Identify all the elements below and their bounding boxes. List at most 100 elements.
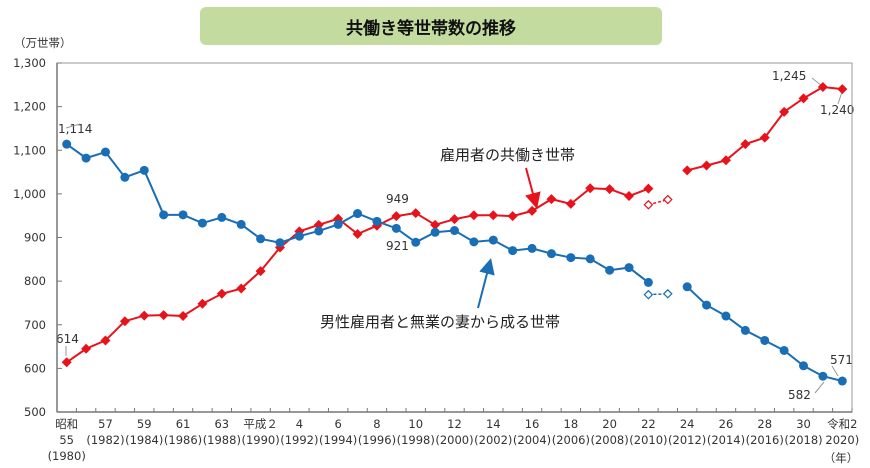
x-tick-era: 昭和 [55, 417, 78, 431]
x-tick-label: 30 [796, 417, 811, 431]
data-point-single-income [120, 172, 130, 182]
leader-line [814, 381, 825, 394]
data-point-dual-income [61, 357, 72, 368]
data-point-dual-income [449, 214, 460, 225]
x-tick-label: 18 [564, 417, 579, 431]
annotation-arrow-single-income [477, 258, 495, 309]
annotation-arrow-dual-income [525, 167, 541, 209]
series-label-single-income: 男性雇用者と無業の妻から成る世帯 [320, 313, 560, 331]
data-label-red-1980: 614 [56, 332, 79, 346]
data-point-single-income [353, 209, 363, 219]
data-point-single-income [236, 219, 246, 229]
data-point-dual-income [527, 205, 538, 216]
x-tick-year: (1992) [280, 433, 318, 447]
x-tick-label: 平成２ [243, 417, 278, 431]
data-point-dual-income [546, 194, 557, 205]
data-point-dual-income [468, 210, 479, 221]
chart-title: 共働き等世帯数の推移 [200, 7, 662, 45]
data-point-single-income [740, 325, 750, 335]
data-point-single-income [605, 265, 615, 275]
data-point-dual-income [604, 184, 615, 195]
data-point-single-income [546, 249, 556, 259]
data-point-single-income [779, 345, 789, 355]
data-point-dual-income [488, 210, 499, 221]
y-tick-label: 1,100 [13, 143, 46, 157]
leader-line [65, 123, 81, 129]
x-tick-year: (2000) [435, 433, 473, 447]
data-point-dual-income [197, 298, 208, 309]
data-label-blue-2020: 571 [830, 353, 853, 367]
data-point-single-income [275, 238, 285, 248]
data-point-single-income [197, 218, 207, 228]
data-point-dual-income [352, 229, 363, 240]
hollow-point-single-income [643, 289, 654, 300]
leader-line [837, 91, 843, 105]
y-tick-label: 600 [24, 361, 46, 375]
x-tick-label: 22 [641, 417, 656, 431]
data-point-dual-income [585, 183, 596, 194]
data-point-single-income [178, 210, 188, 220]
x-tick-label: 57 [98, 417, 113, 431]
x-tick-label: 14 [486, 417, 501, 431]
data-point-dual-income [81, 343, 92, 354]
y-tick-label: 1,200 [13, 100, 46, 114]
data-point-dual-income [391, 211, 402, 222]
data-point-dual-income [216, 288, 227, 299]
leader-line [831, 365, 839, 377]
data-point-single-income [450, 226, 459, 236]
x-tick-year: (2014) [707, 433, 745, 447]
data-point-single-income [333, 219, 343, 229]
data-point-dual-income [255, 266, 266, 277]
data-point-dual-income [236, 283, 247, 294]
data-point-dual-income [119, 316, 130, 327]
x-tick-year: (2016) [746, 433, 784, 447]
y-tick-label: 900 [24, 231, 46, 245]
data-point-single-income [469, 237, 479, 247]
data-point-dual-income [139, 310, 150, 321]
x-tick-label: 55 [59, 433, 74, 447]
x-tick-year: (2004) [513, 433, 551, 447]
x-tick-year: (2006) [552, 433, 590, 447]
data-point-dual-income [817, 81, 828, 92]
data-point-single-income [818, 371, 828, 381]
data-point-single-income [159, 210, 169, 220]
data-label-red-1997: 949 [386, 192, 409, 206]
data-point-single-income [566, 253, 576, 263]
x-tick-label: 10 [408, 417, 423, 431]
x-tick-year: (1994) [319, 433, 357, 447]
x-tick-label: 8 [373, 417, 380, 431]
data-point-single-income [430, 227, 440, 237]
x-tick-label: 28 [757, 417, 772, 431]
data-point-dual-income [507, 211, 518, 222]
data-point-single-income [391, 223, 401, 233]
x-tick-year: (1990) [241, 433, 279, 447]
data-label-blue-2019: 582 [788, 388, 811, 402]
data-point-single-income [585, 254, 595, 264]
data-point-dual-income [100, 335, 111, 346]
data-point-dual-income [720, 155, 731, 166]
x-axis-unit: （年） [824, 451, 859, 465]
data-label-blue-1980: 1,114 [58, 122, 92, 136]
data-point-single-income [643, 277, 653, 287]
data-point-single-income [527, 243, 537, 253]
data-point-dual-income [565, 198, 576, 209]
x-tick-year: (1998) [397, 433, 435, 447]
x-tick-year: (1982) [86, 433, 124, 447]
data-point-single-income [721, 311, 731, 321]
data-point-single-income [81, 153, 91, 163]
series-label-dual-income: 雇用者の共働き世帯 [440, 146, 575, 164]
data-point-dual-income [682, 165, 693, 176]
data-point-dual-income [740, 139, 751, 150]
x-tick-year: (1980) [48, 449, 86, 463]
plot-frame [56, 62, 853, 413]
hollow-point-dual-income [662, 194, 673, 205]
x-tick-year: (2018) [784, 433, 822, 447]
data-point-single-income [682, 282, 692, 292]
data-point-single-income [314, 226, 324, 236]
data-point-dual-income [430, 219, 441, 230]
data-point-single-income [488, 235, 498, 245]
data-point-single-income [217, 212, 227, 222]
data-point-single-income [760, 335, 770, 345]
data-point-dual-income [779, 106, 790, 117]
